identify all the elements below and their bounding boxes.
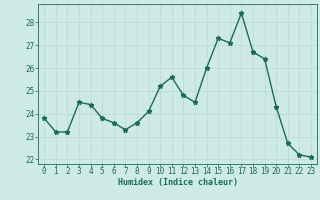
X-axis label: Humidex (Indice chaleur): Humidex (Indice chaleur): [118, 178, 238, 187]
